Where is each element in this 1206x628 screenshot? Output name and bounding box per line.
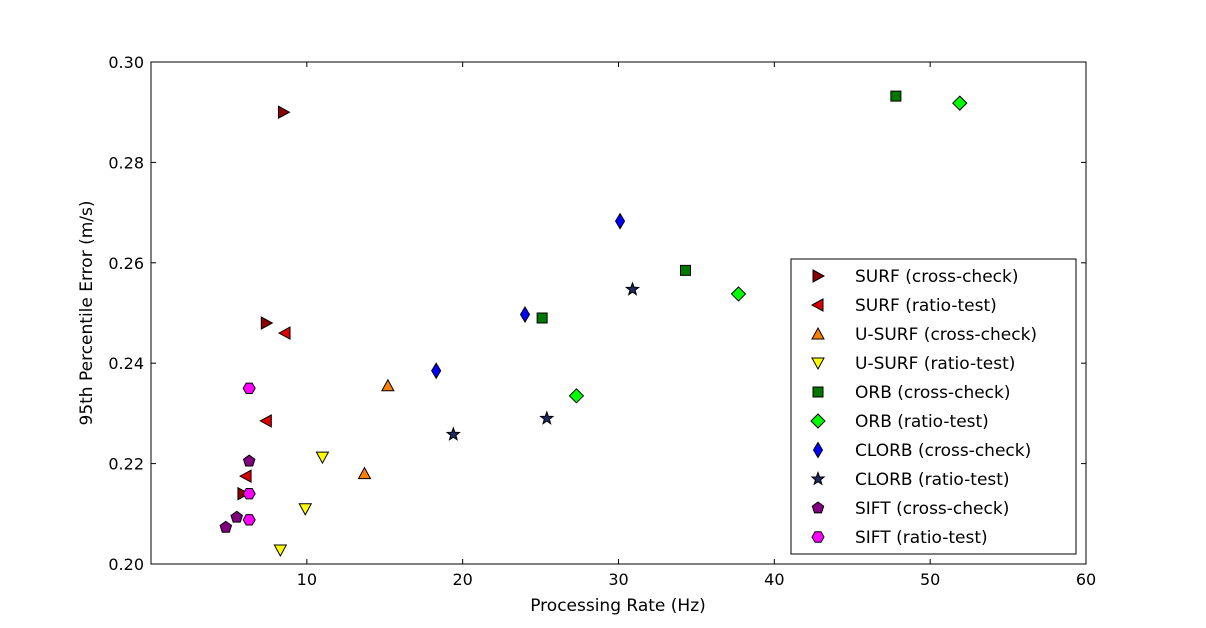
legend-marker: [811, 531, 825, 543]
data-point: [315, 451, 330, 465]
y-tick-label: 0.30: [108, 53, 144, 72]
legend-label: ORB (ratio-test): [855, 412, 989, 432]
legend: SURF (cross-check) SURF (ratio-test) U-SUR…: [790, 258, 1077, 555]
y-tick-label: 0.28: [108, 153, 144, 172]
data-point: [445, 426, 461, 441]
data-point: [259, 414, 272, 428]
data-point: [242, 454, 256, 467]
legend-marker: [810, 298, 824, 312]
data-point: [431, 362, 442, 380]
y-tick-label: 0.22: [108, 455, 144, 474]
legend-label: SIFT (ratio-test): [855, 528, 988, 548]
axis-ticks: 10 20 30 40 50 60 0.20 0.22 0.24 0.26 0.28 0.30: [108, 53, 1096, 589]
data-point: [357, 466, 372, 480]
legend-box: [790, 258, 1077, 555]
data-point: [219, 520, 233, 533]
data-point: [242, 514, 256, 526]
data-point: [239, 469, 252, 483]
data-points: [219, 90, 968, 557]
x-tick-label: 60: [1076, 570, 1096, 589]
legend-marker: [811, 326, 825, 340]
data-point: [624, 281, 641, 296]
data-point: [260, 316, 274, 330]
legend-marker: [812, 386, 824, 398]
legend-label: U-SURF (cross-check): [855, 325, 1037, 345]
legend-label: SURF (ratio-test): [855, 296, 997, 316]
legend-marker: [810, 413, 826, 429]
legend-label: U-SURF (ratio-test): [855, 354, 1015, 374]
legend-marker: [810, 471, 826, 486]
legend-label: ORB (cross-check): [855, 383, 1011, 403]
data-point: [277, 105, 291, 120]
legend-marker: [812, 269, 826, 283]
data-point: [539, 410, 555, 425]
data-point: [230, 510, 243, 523]
legend-marker: [812, 441, 824, 459]
data-point: [519, 306, 531, 323]
y-tick-label: 0.20: [108, 555, 144, 574]
legend-label: CLORB (cross-check): [855, 441, 1031, 461]
x-tick-label: 40: [764, 570, 784, 589]
data-point: [242, 382, 256, 394]
data-point: [381, 378, 395, 392]
y-tick-label: 0.24: [108, 354, 144, 373]
data-point: [242, 488, 256, 500]
data-point: [277, 326, 291, 340]
legend-marker: [811, 501, 825, 514]
legend-label: SURF (cross-check): [855, 267, 1018, 287]
x-tick-label: 20: [452, 570, 472, 589]
x-tick-label: 10: [297, 570, 317, 589]
data-point: [298, 503, 313, 516]
x-tick-label: 30: [608, 570, 628, 589]
data-point: [568, 388, 585, 404]
data-point: [273, 544, 288, 557]
legend-marker: [811, 357, 825, 371]
data-point: [614, 212, 626, 230]
legend-label: SIFT (cross-check): [855, 499, 1009, 519]
legend-label: CLORB (ratio-test): [855, 470, 1010, 490]
x-axis-label: Processing Rate (Hz): [530, 596, 706, 616]
data-point: [952, 95, 968, 111]
data-point: [680, 264, 692, 276]
y-axis-label: 95th Percentile Error (m/s): [77, 200, 97, 425]
y-tick-label: 0.26: [108, 254, 144, 273]
data-point: [536, 312, 548, 324]
x-tick-label: 50: [920, 570, 940, 589]
data-point: [730, 286, 747, 302]
data-point: [890, 90, 902, 102]
